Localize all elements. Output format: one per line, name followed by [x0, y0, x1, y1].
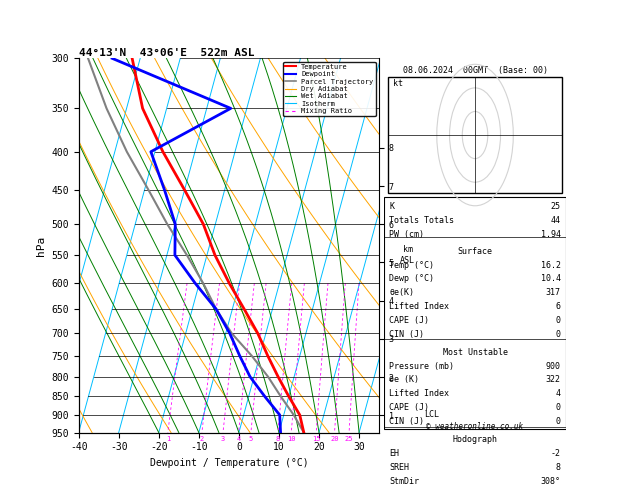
Text: 1: 1: [165, 436, 170, 442]
Text: Lifted Index: Lifted Index: [389, 389, 450, 399]
Text: 6: 6: [555, 302, 560, 311]
Text: 20: 20: [330, 436, 339, 442]
Text: Pressure (mb): Pressure (mb): [389, 362, 454, 371]
Text: θe(K): θe(K): [389, 288, 415, 297]
Text: 5: 5: [249, 436, 253, 442]
Text: 2: 2: [200, 436, 204, 442]
Text: 322: 322: [545, 376, 560, 384]
X-axis label: Dewpoint / Temperature (°C): Dewpoint / Temperature (°C): [150, 458, 308, 468]
Text: 10: 10: [287, 436, 296, 442]
Text: CAPE (J): CAPE (J): [389, 316, 430, 325]
Text: 4: 4: [555, 389, 560, 399]
Text: 0: 0: [555, 403, 560, 412]
Text: 1.94: 1.94: [541, 230, 560, 239]
Text: 4: 4: [237, 436, 241, 442]
Text: 25: 25: [550, 202, 560, 211]
Text: 317: 317: [545, 288, 560, 297]
Text: 0: 0: [555, 330, 560, 339]
Text: -2: -2: [550, 449, 560, 458]
Text: 25: 25: [345, 436, 353, 442]
Text: 900: 900: [545, 362, 560, 371]
Text: 15: 15: [312, 436, 320, 442]
Text: 3: 3: [221, 436, 225, 442]
Text: 44: 44: [550, 216, 560, 225]
Text: K: K: [389, 202, 394, 211]
Text: 16.2: 16.2: [541, 260, 560, 270]
Text: PW (cm): PW (cm): [389, 230, 425, 239]
Text: CIN (J): CIN (J): [389, 417, 425, 426]
Legend: Temperature, Dewpoint, Parcel Trajectory, Dry Adiabat, Wet Adiabat, Isotherm, Mi: Temperature, Dewpoint, Parcel Trajectory…: [283, 62, 376, 116]
Y-axis label: km
ASL: km ASL: [400, 245, 415, 265]
Text: kt: kt: [393, 79, 403, 88]
Text: Hodograph: Hodograph: [452, 435, 498, 444]
Text: 10.4: 10.4: [541, 275, 560, 283]
Bar: [384, 197, 566, 429]
Text: Lifted Index: Lifted Index: [389, 302, 450, 311]
Text: 44°13'N  43°06'E  522m ASL: 44°13'N 43°06'E 522m ASL: [79, 48, 254, 57]
Text: 08.06.2024  00GMT  (Base: 00): 08.06.2024 00GMT (Base: 00): [403, 66, 547, 75]
Text: StmDir: StmDir: [389, 477, 420, 486]
Bar: [387, 77, 562, 193]
Text: Dewp (°C): Dewp (°C): [389, 275, 435, 283]
Text: SREH: SREH: [389, 463, 409, 472]
Text: Totals Totals: Totals Totals: [389, 216, 454, 225]
Text: Most Unstable: Most Unstable: [443, 348, 508, 357]
Text: 0: 0: [555, 417, 560, 426]
Text: Surface: Surface: [457, 247, 493, 256]
Text: EH: EH: [389, 449, 399, 458]
Text: 8: 8: [555, 463, 560, 472]
Text: CIN (J): CIN (J): [389, 330, 425, 339]
Text: LCL: LCL: [424, 411, 439, 419]
Text: © weatheronline.co.uk: © weatheronline.co.uk: [426, 422, 523, 431]
Text: θe (K): θe (K): [389, 376, 420, 384]
Text: CAPE (J): CAPE (J): [389, 403, 430, 412]
Text: 0: 0: [555, 316, 560, 325]
Text: 8: 8: [276, 436, 280, 442]
Y-axis label: hPa: hPa: [36, 235, 46, 256]
Text: 308°: 308°: [541, 477, 560, 486]
Text: Temp (°C): Temp (°C): [389, 260, 435, 270]
